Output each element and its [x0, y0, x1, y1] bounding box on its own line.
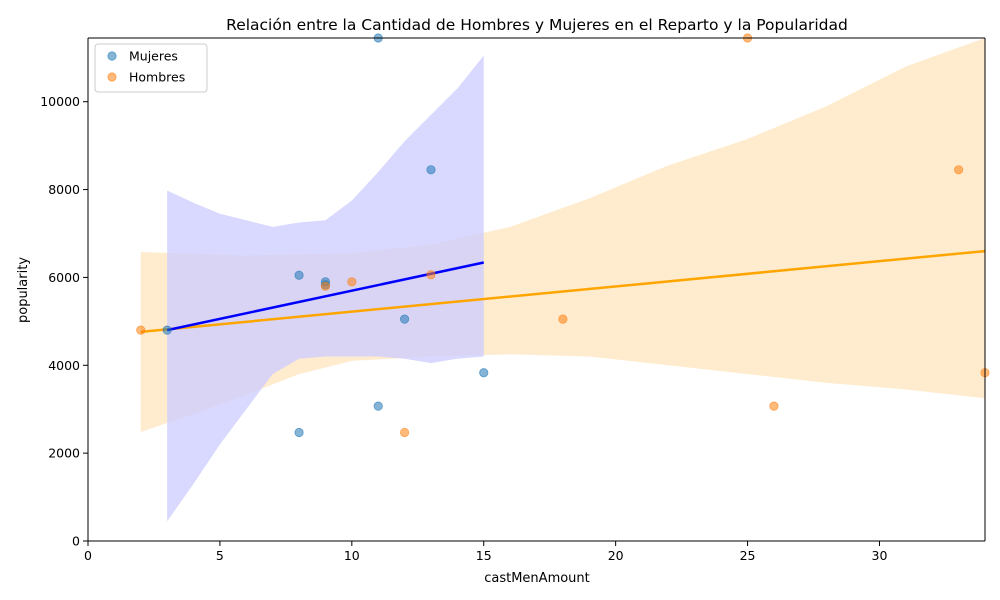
x-tick-label: 20	[608, 548, 624, 563]
y-tick-label: 0	[72, 534, 80, 549]
point-hombres	[320, 281, 331, 291]
data-points	[136, 33, 990, 438]
legend-marker-hombres	[107, 72, 117, 82]
x-tick-label: 0	[84, 548, 92, 563]
x-tick-label: 5	[216, 548, 224, 563]
axes: 0 5 10 15 20 25 30 0 2000 4000 6000 8000 10000	[40, 37, 986, 563]
point-hombres	[136, 325, 146, 335]
x-tick-label: 30	[872, 548, 888, 563]
y-tick-label: 4000	[48, 358, 80, 373]
y-tick-label: 8000	[48, 182, 80, 197]
point-hombres	[399, 427, 410, 438]
point-hombres	[347, 277, 357, 287]
legend-box	[94, 43, 208, 93]
confidence-bands	[140, 38, 985, 522]
point-hombres	[558, 314, 568, 324]
x-tick-label: 25	[740, 548, 756, 563]
legend-marker-mujeres	[107, 51, 117, 61]
point-mujeres	[294, 427, 304, 438]
chart-title: Relación entre la Cantidad de Hombres y …	[226, 16, 848, 34]
regression-line-hombres	[140, 249, 985, 334]
y-axis-title: popularity	[16, 257, 31, 323]
point-mujeres	[426, 165, 436, 175]
legend-label-hombres: Hombres	[129, 70, 185, 85]
x-tick-label: 15	[476, 548, 492, 563]
x-tick-label: 10	[344, 548, 360, 563]
point-mujeres	[479, 368, 489, 378]
point-mujeres	[399, 314, 410, 324]
point-mujeres	[373, 401, 383, 411]
y-tick-label: 2000	[48, 446, 80, 461]
y-tick-label: 10000	[40, 94, 80, 109]
point-hombres	[954, 165, 964, 175]
point-mujeres	[294, 270, 304, 280]
point-hombres	[426, 270, 436, 280]
x-axis-title: castMenAmount	[484, 571, 590, 586]
point-hombres	[769, 401, 779, 411]
point-mujeres	[162, 325, 172, 335]
y-tick-label: 6000	[48, 270, 80, 285]
legend: Mujeres Hombres	[94, 43, 208, 93]
legend-label-mujeres: Mujeres	[129, 49, 178, 64]
